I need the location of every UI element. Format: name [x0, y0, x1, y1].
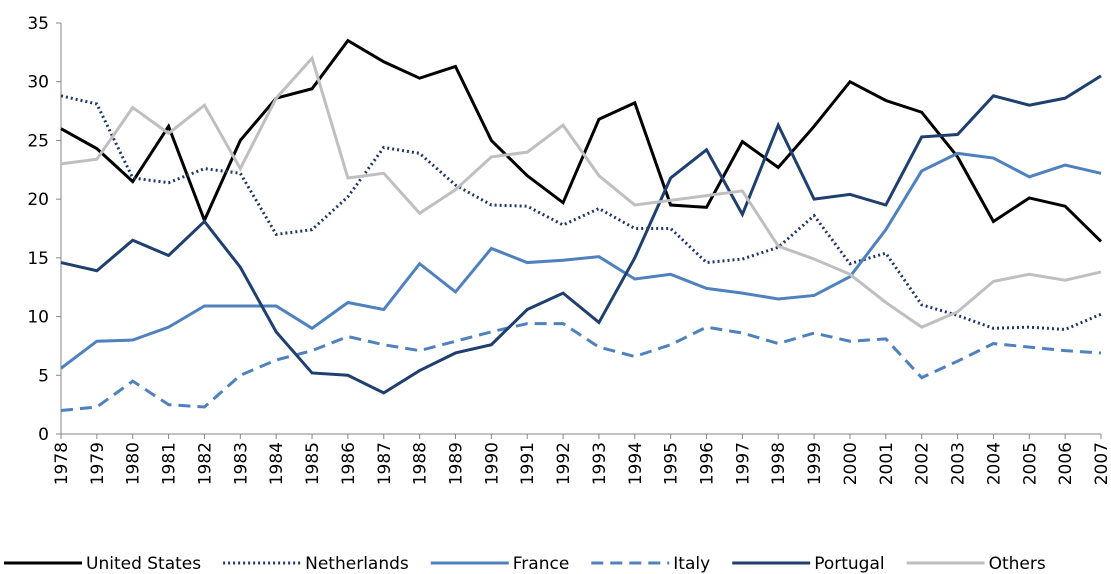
series-line [60, 55, 1102, 329]
x-tick-label: 2006 [1056, 442, 1076, 485]
y-tick-label: 25 [27, 131, 49, 151]
x-tick-label: 1995 [662, 442, 682, 485]
x-tick-label: 1992 [554, 442, 574, 485]
x-tick-label: 2005 [1020, 442, 1040, 485]
x-tick-label: 1981 [160, 442, 180, 485]
x-tick-label: 1988 [411, 442, 431, 485]
x-tick-label: 1987 [375, 442, 395, 485]
x-tick-label: 2002 [913, 442, 933, 485]
x-tick-label: 2001 [877, 442, 897, 485]
x-tick-label: 1989 [446, 442, 466, 485]
y-tick-label: 10 [27, 308, 49, 328]
x-tick-label: 1984 [267, 442, 287, 485]
x-tick-label: 2000 [841, 442, 861, 485]
x-tick-label: 2007 [1092, 442, 1111, 485]
x-tick-label: 1997 [733, 442, 753, 485]
x-tick-label: 1986 [339, 442, 359, 485]
x-tick-label: 2003 [949, 442, 969, 485]
series-line [60, 322, 1102, 413]
y-tick-label: 30 [27, 73, 49, 93]
y-tick-label: 0 [38, 425, 49, 445]
series-line [60, 94, 1102, 332]
legend-label: France [513, 554, 570, 574]
x-tick-label: 1998 [769, 442, 789, 485]
legend-label: United States [86, 554, 201, 574]
x-tick-label: 1994 [626, 442, 646, 485]
x-tick-label: 1978 [52, 442, 72, 485]
legend-label: Netherlands [305, 554, 409, 574]
x-tick-label: 1983 [231, 442, 251, 485]
legend-label: Portugal [814, 554, 884, 574]
y-tick-label: 15 [27, 249, 49, 269]
y-tick-label: 5 [38, 366, 49, 386]
x-tick-label: 2004 [984, 442, 1004, 485]
x-tick-label: 1993 [590, 442, 610, 485]
x-tick-label: 1985 [303, 442, 323, 485]
x-tick-label: 1982 [195, 442, 215, 485]
series-line [60, 151, 1102, 370]
x-tick-label: 1980 [124, 442, 144, 485]
series-line [60, 74, 1102, 395]
x-tick-label: 1991 [518, 442, 538, 485]
y-tick-label: 20 [27, 190, 49, 210]
x-tick-label: 1996 [698, 442, 718, 485]
y-tick-label: 35 [27, 14, 49, 34]
x-tick-label: 1999 [805, 442, 825, 485]
legend-label: Italy [673, 554, 710, 574]
legend-label: Others [989, 554, 1046, 574]
series-line [60, 38, 1103, 243]
x-tick-label: 1990 [482, 442, 502, 485]
x-tick-label: 1979 [88, 442, 108, 485]
